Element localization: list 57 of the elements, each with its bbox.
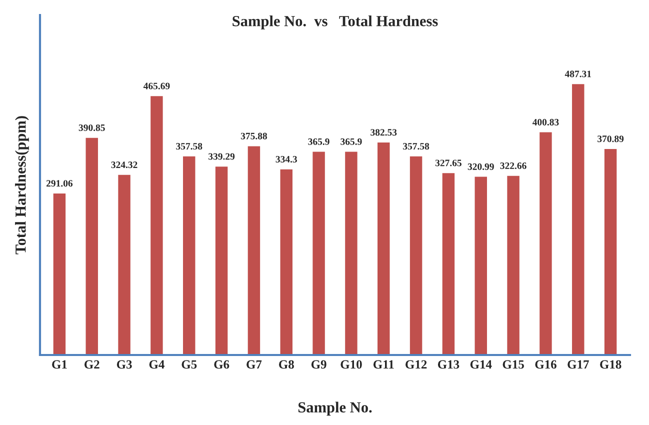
data-label: 357.58 xyxy=(176,142,202,150)
x-tick-label: G14 xyxy=(470,360,492,369)
x-tick-label: G15 xyxy=(502,360,524,369)
data-label: 365.9 xyxy=(308,138,330,145)
x-tick-label: G5 xyxy=(182,360,197,369)
data-label: 370.89 xyxy=(598,136,624,142)
x-tick-label: G9 xyxy=(311,360,326,369)
data-label: 320.99 xyxy=(468,163,494,170)
bar xyxy=(603,148,618,355)
bar xyxy=(538,130,554,355)
chart-title: Sample No. vs Total Hardness xyxy=(232,16,438,30)
bar xyxy=(149,94,164,355)
x-tick-label: G11 xyxy=(373,360,394,369)
data-label: 357.58 xyxy=(403,142,430,150)
bar xyxy=(408,155,424,355)
data-label: 334.3 xyxy=(276,156,297,163)
y-axis-title: Total Hardness(ppm) xyxy=(15,116,29,254)
x-tick-label: G13 xyxy=(438,360,460,369)
data-label: 375.88 xyxy=(240,132,267,140)
x-tick-label: G8 xyxy=(279,360,294,369)
x-tick-label: G4 xyxy=(149,360,164,369)
data-label: 339.29 xyxy=(208,153,235,160)
data-label: 400.83 xyxy=(532,118,559,126)
bar xyxy=(376,141,392,355)
data-label: 365.9 xyxy=(340,138,362,145)
x-tick-label: G3 xyxy=(116,360,132,369)
data-label: 465.69 xyxy=(143,82,170,90)
bar xyxy=(246,144,262,355)
x-tick-label: G1 xyxy=(52,360,67,369)
bar xyxy=(84,136,100,355)
data-label: 322.66 xyxy=(500,162,526,170)
bar xyxy=(570,82,586,355)
x-tick-label: G10 xyxy=(340,360,362,369)
bar xyxy=(473,175,488,355)
x-tick-label: G17 xyxy=(568,360,589,369)
bar xyxy=(278,168,294,355)
x-tick-label: G12 xyxy=(406,360,427,369)
bar xyxy=(214,165,230,355)
bar xyxy=(440,172,456,355)
data-label: 487.31 xyxy=(564,70,591,78)
bar xyxy=(52,192,67,355)
bar xyxy=(182,155,197,355)
x-tick-label: G18 xyxy=(600,360,622,369)
x-tick-label: G6 xyxy=(214,360,230,369)
bar xyxy=(506,174,521,355)
data-label: 291.06 xyxy=(46,180,73,187)
data-label: 382.53 xyxy=(370,129,397,136)
data-label: 327.65 xyxy=(435,160,462,166)
data-label: 324.32 xyxy=(111,162,138,168)
bar xyxy=(311,150,326,355)
bar xyxy=(116,174,132,355)
x-tick-label: G7 xyxy=(246,360,262,369)
x-tick-label: G2 xyxy=(84,360,100,369)
bar xyxy=(344,150,359,355)
x-axis-title: Sample No. xyxy=(298,402,372,416)
x-tick-label: G16 xyxy=(535,360,556,369)
data-label: 390.85 xyxy=(78,124,105,132)
